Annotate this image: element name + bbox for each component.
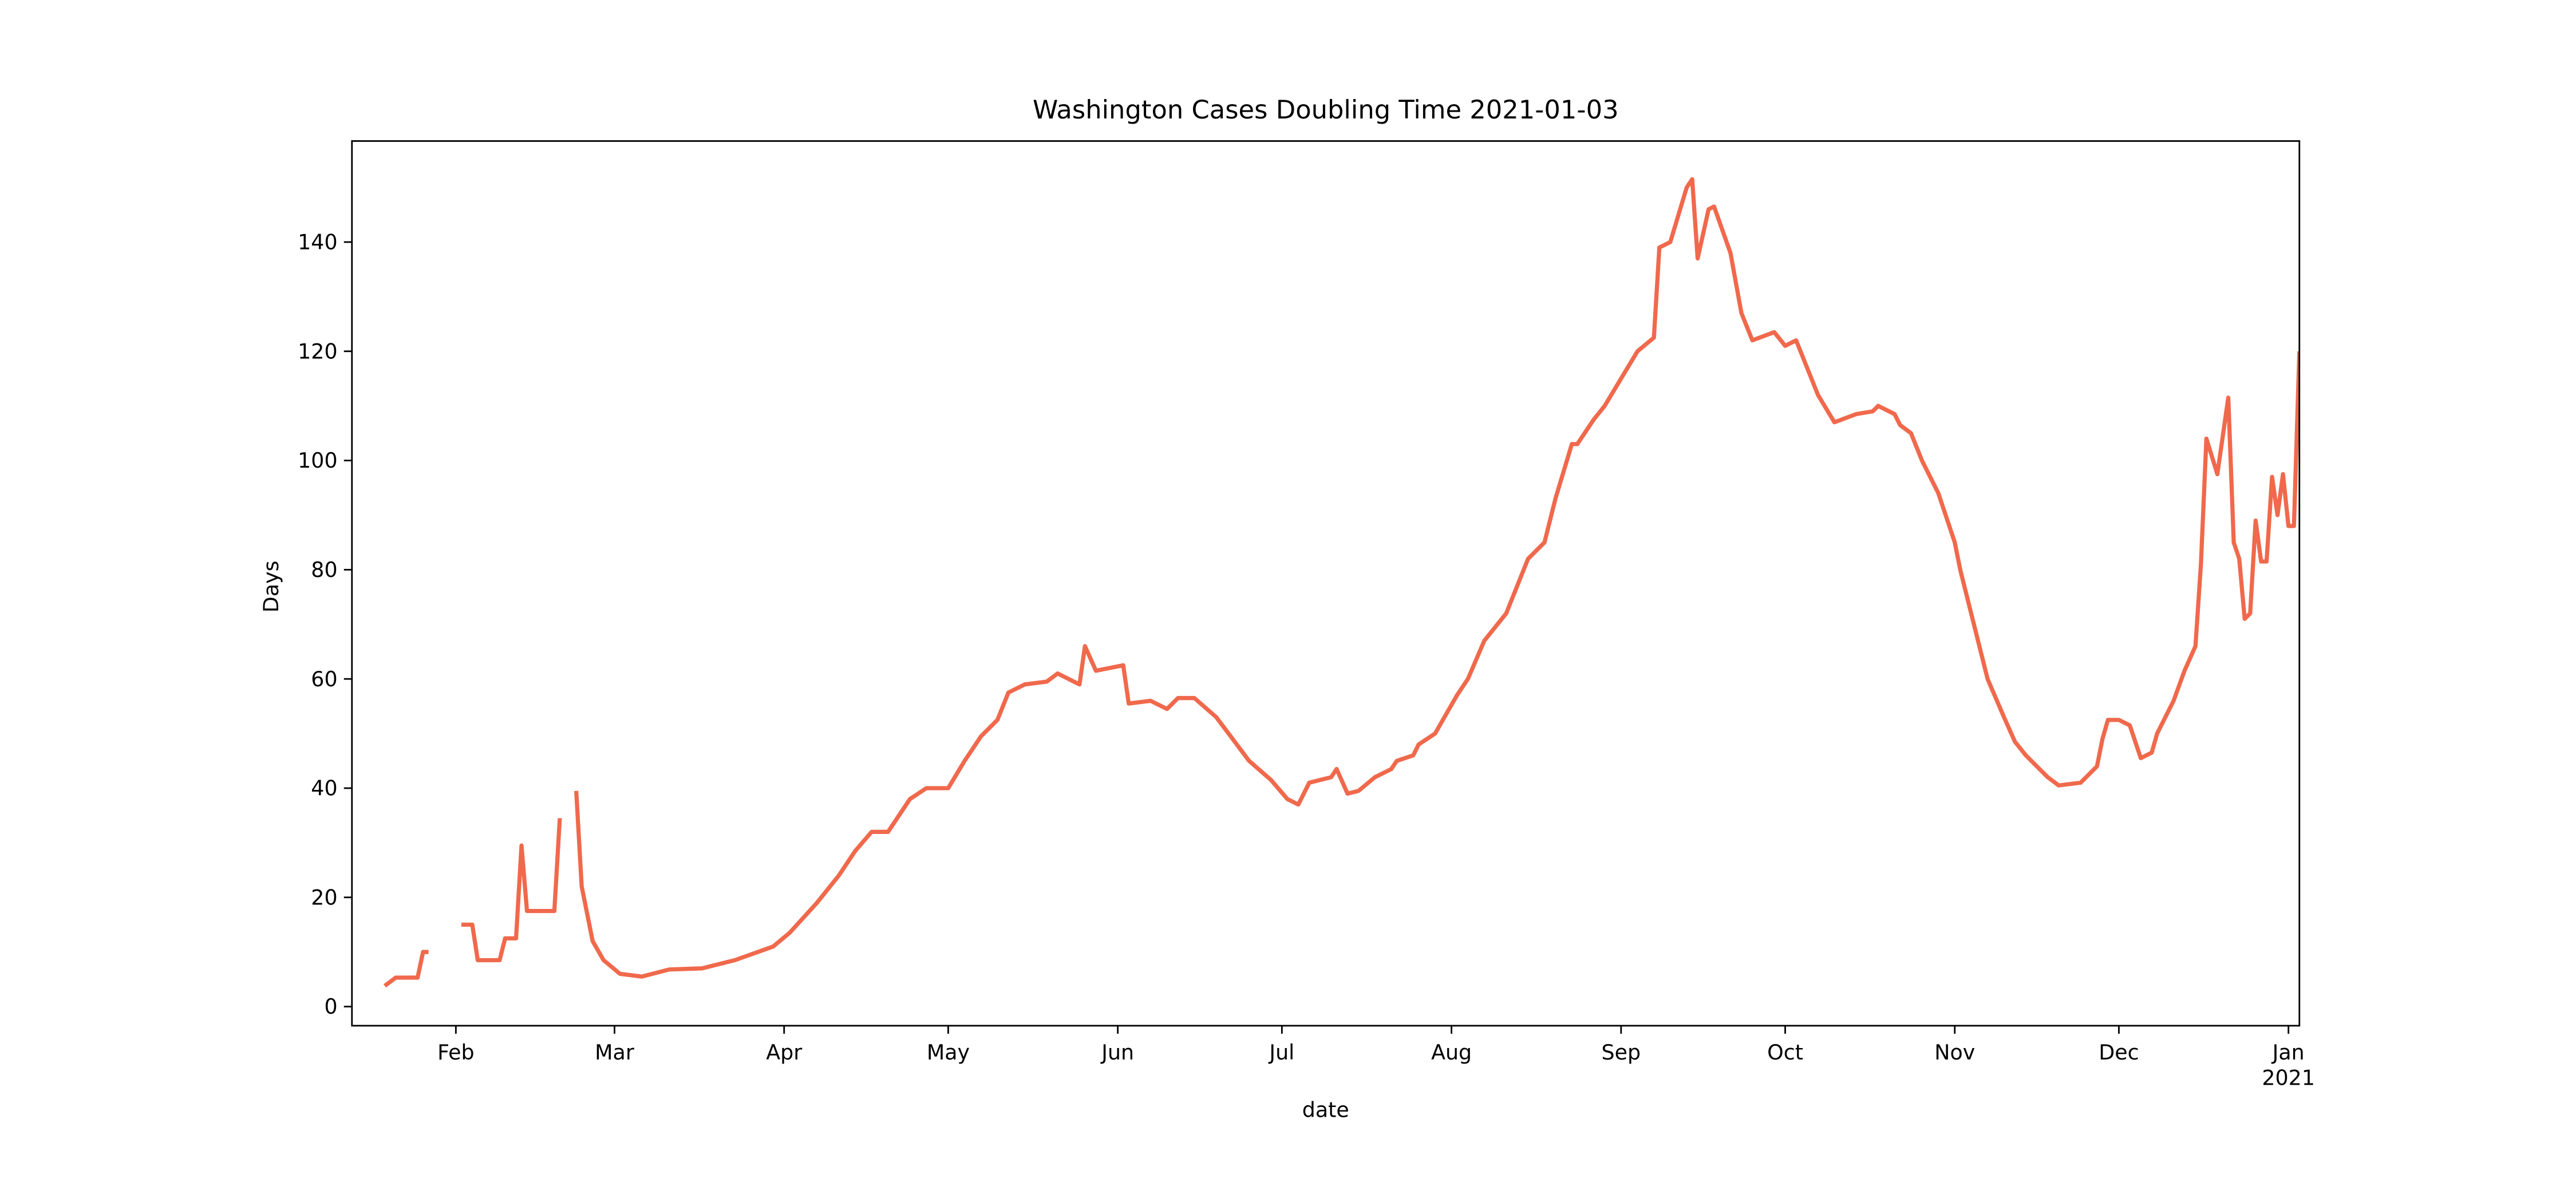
x-axis-label: date [1302, 1098, 1349, 1122]
y-tick-label: 120 [298, 339, 337, 363]
x-tick-label: Sep [1602, 1040, 1641, 1065]
x-tick-label: Feb [437, 1040, 474, 1065]
y-tick-label: 80 [311, 557, 337, 582]
x-tick-label: Oct [1767, 1040, 1803, 1065]
y-tick-label: 60 [311, 667, 337, 691]
background [38, 0, 2538, 1202]
x-tick-label: Jun [1100, 1040, 1134, 1065]
y-tick-label: 40 [311, 776, 337, 801]
x-tick-label: Mar [595, 1040, 634, 1065]
data-line [383, 177, 2300, 988]
x-tick-label: Apr [766, 1040, 802, 1065]
y-tick-label: 140 [298, 230, 337, 255]
y-tick-label: 20 [311, 885, 337, 910]
x-tick-label: May [927, 1040, 970, 1065]
x-offset-label: 2021 [2262, 1066, 2315, 1090]
y-tick-label: 100 [298, 448, 337, 473]
x-tick-label: Aug [1431, 1040, 1472, 1065]
x-tick-label: Dec [2099, 1040, 2139, 1065]
x-tick-label: Nov [1934, 1040, 1975, 1065]
y-tick-label: 0 [324, 994, 337, 1019]
x-tick-label: Jul [1268, 1040, 1294, 1065]
y-axis-label: Days [259, 560, 283, 612]
x-tick-label: Jan [2271, 1040, 2305, 1065]
chart-title: Washington Cases Doubling Time 2021-01-0… [1033, 94, 1619, 125]
plot-frame [351, 140, 2301, 1027]
